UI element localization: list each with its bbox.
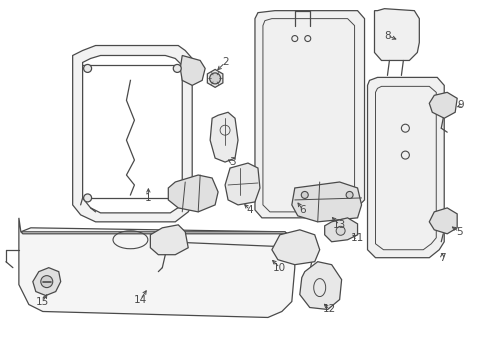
Circle shape [209, 73, 220, 84]
Polygon shape [374, 9, 419, 60]
Circle shape [83, 194, 91, 202]
Polygon shape [180, 55, 205, 85]
Polygon shape [82, 55, 182, 213]
Text: 7: 7 [438, 253, 445, 263]
Polygon shape [254, 11, 364, 218]
Polygon shape [224, 163, 260, 205]
Polygon shape [150, 225, 188, 255]
Text: 12: 12 [323, 305, 336, 315]
Polygon shape [19, 218, 294, 318]
Polygon shape [324, 218, 357, 242]
Text: 6: 6 [299, 205, 305, 215]
Polygon shape [428, 208, 456, 234]
Text: 2: 2 [222, 58, 228, 67]
Text: 14: 14 [134, 294, 147, 305]
Text: 13: 13 [332, 220, 346, 230]
Polygon shape [168, 175, 218, 212]
Text: 1: 1 [145, 193, 151, 203]
Text: 8: 8 [384, 31, 390, 41]
Polygon shape [21, 232, 294, 242]
Polygon shape [367, 77, 443, 258]
Circle shape [173, 194, 181, 202]
Text: 15: 15 [36, 297, 49, 306]
Text: 11: 11 [350, 233, 364, 243]
Polygon shape [207, 69, 223, 87]
Circle shape [335, 226, 345, 235]
Circle shape [173, 64, 181, 72]
Circle shape [346, 192, 352, 198]
Text: 10: 10 [273, 263, 286, 273]
Circle shape [83, 64, 91, 72]
Text: 4: 4 [246, 205, 253, 215]
Polygon shape [271, 230, 319, 265]
Polygon shape [428, 92, 456, 118]
Text: 9: 9 [457, 100, 464, 110]
Polygon shape [73, 45, 192, 222]
Polygon shape [299, 262, 341, 310]
Polygon shape [291, 182, 361, 222]
Circle shape [41, 276, 53, 288]
Text: 3: 3 [228, 157, 235, 167]
Polygon shape [210, 112, 238, 162]
Circle shape [301, 192, 307, 198]
Text: 5: 5 [455, 227, 462, 237]
Polygon shape [33, 268, 61, 296]
